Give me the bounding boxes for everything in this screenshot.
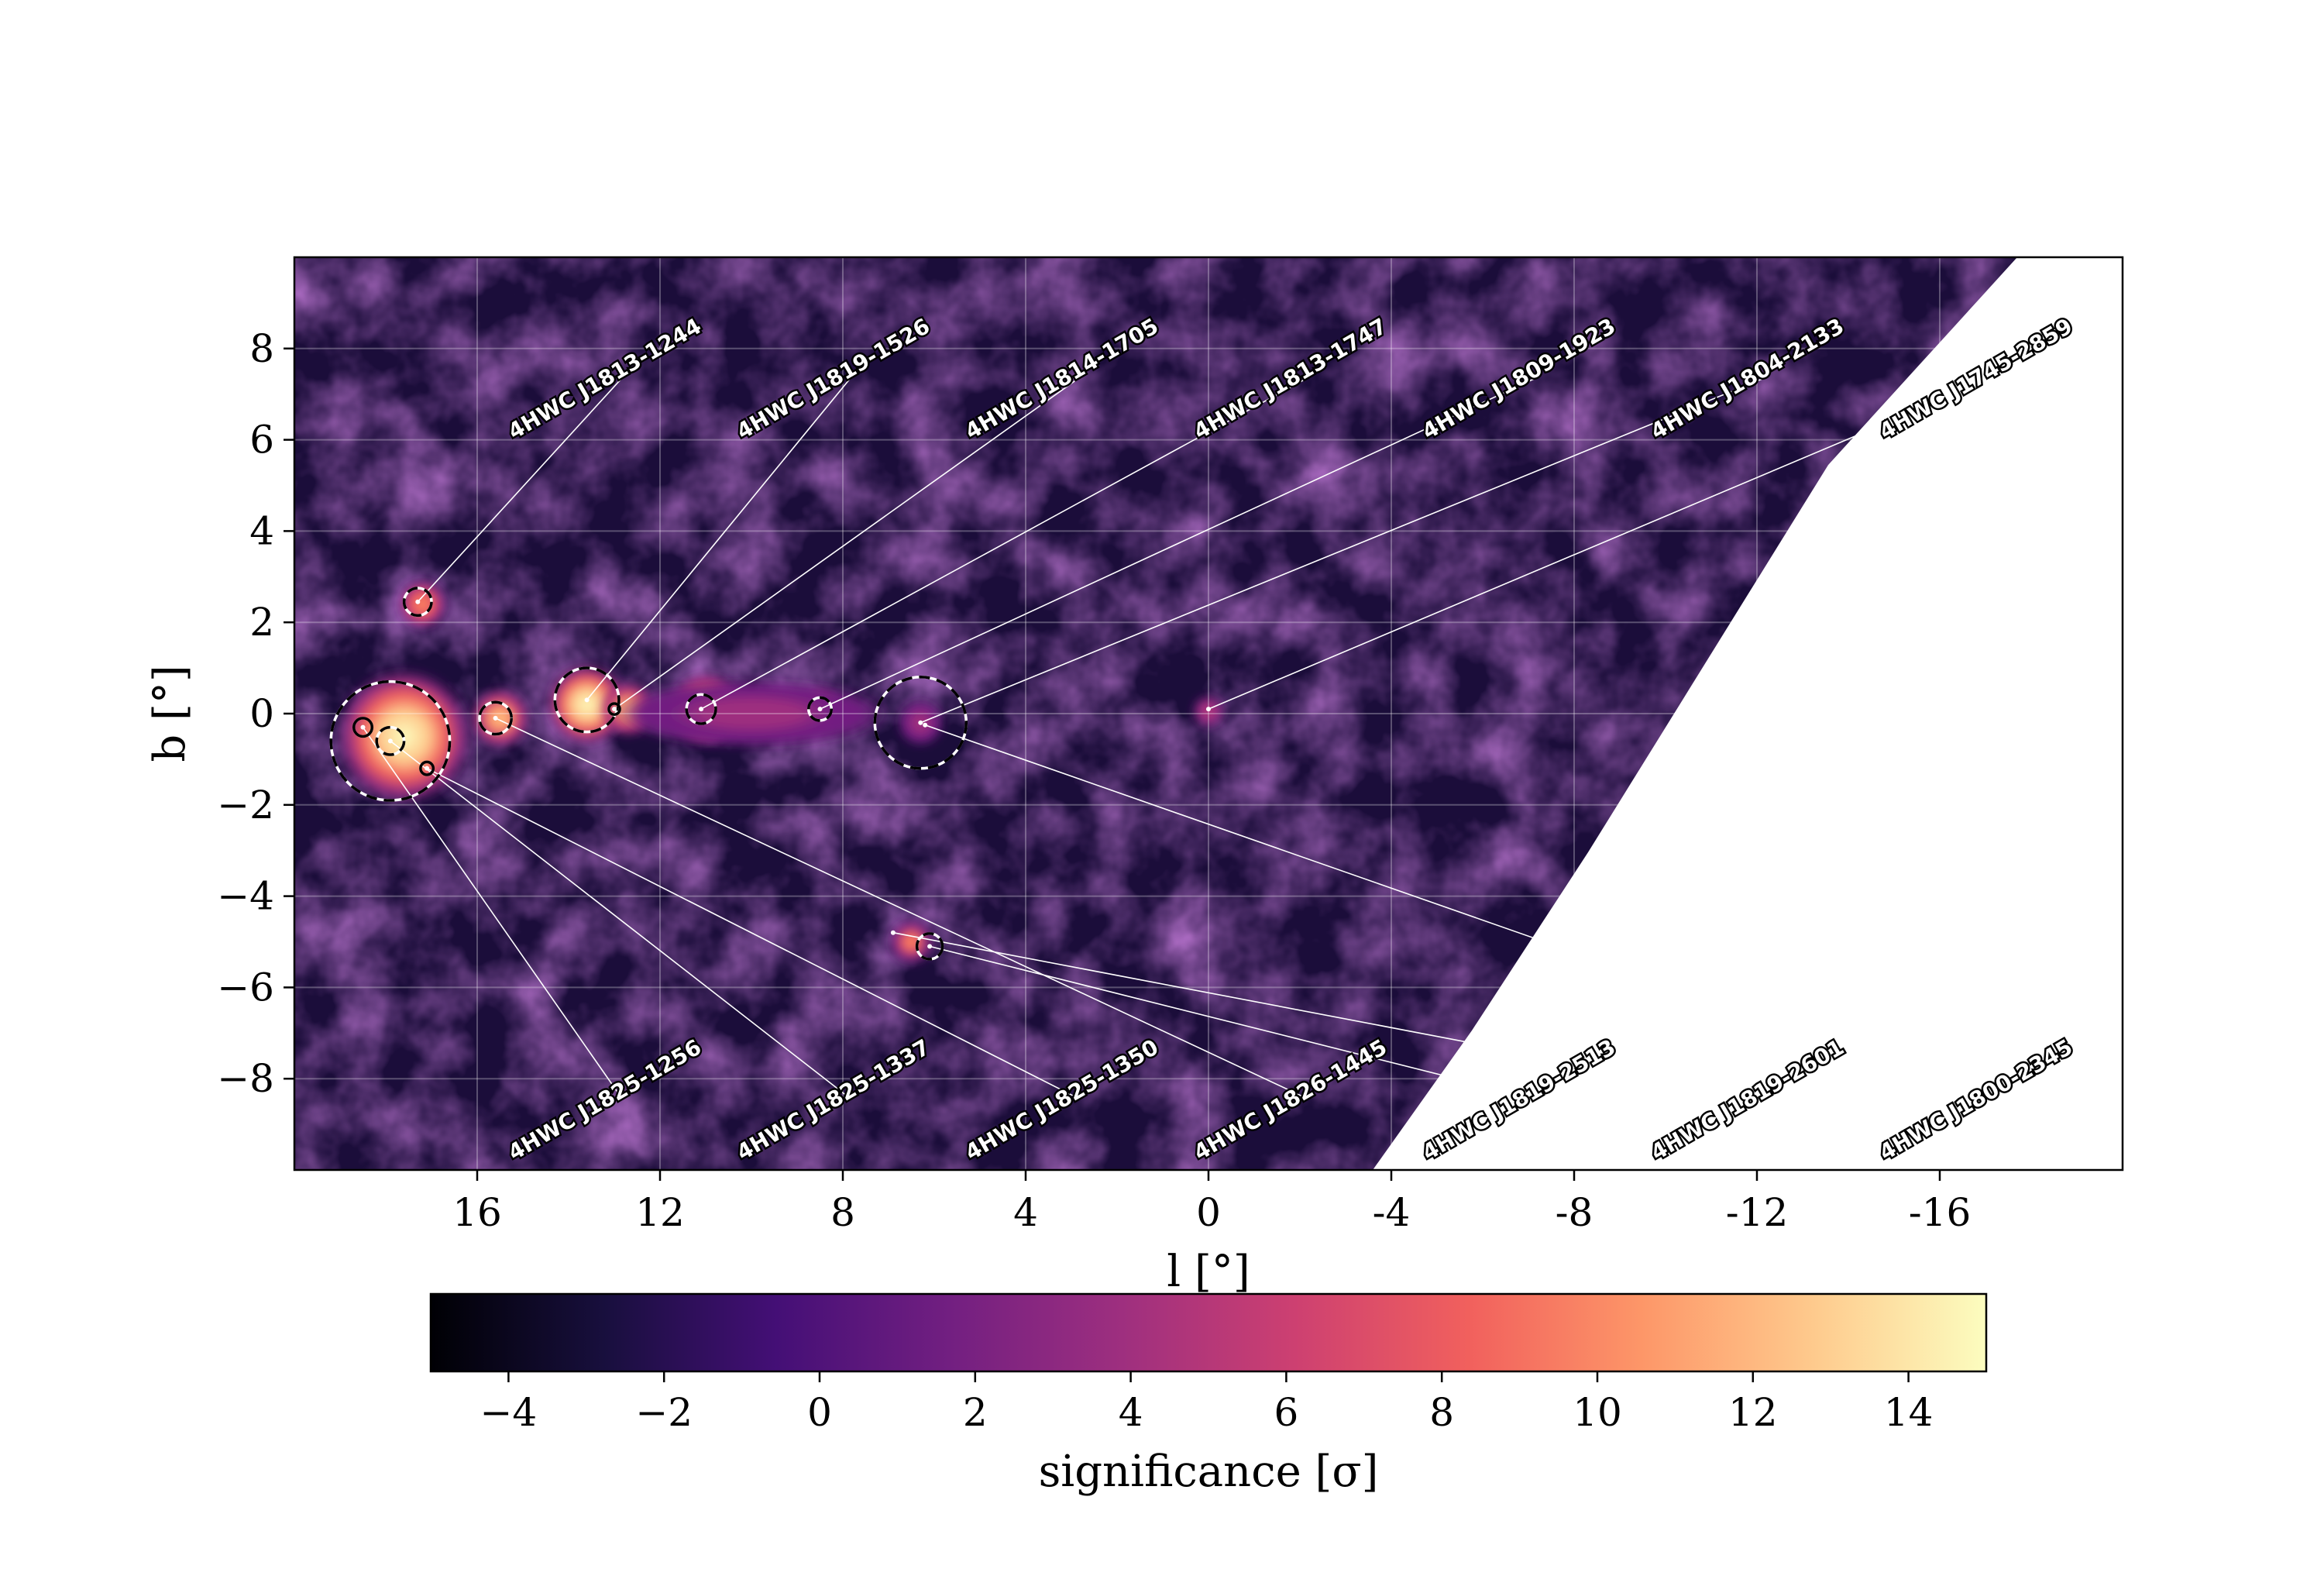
leader-line bbox=[586, 377, 851, 700]
leader-line bbox=[390, 740, 851, 1099]
source-marker bbox=[360, 724, 366, 730]
leader-line bbox=[820, 377, 1537, 710]
colorbar-label: significance [σ] bbox=[1039, 1447, 1379, 1497]
source-marker bbox=[425, 766, 430, 771]
colorbar-ticks: −4 −2 0 2 4 6 8 10 12 14 bbox=[480, 1371, 1934, 1435]
x-tick-label: -16 bbox=[1909, 1190, 1972, 1235]
leader-line bbox=[614, 377, 1080, 710]
source-marker bbox=[699, 707, 704, 712]
x-axis-label: l [°] bbox=[1167, 1247, 1250, 1297]
colorbar-tick-label: −4 bbox=[480, 1390, 538, 1435]
colorbar-tick-label: 10 bbox=[1573, 1390, 1622, 1435]
source-marker bbox=[387, 738, 393, 744]
source-marker bbox=[1206, 707, 1211, 712]
y-tick-label: 2 bbox=[249, 600, 274, 645]
source-marker bbox=[584, 697, 590, 703]
colorbar-tick-label: 4 bbox=[1119, 1390, 1143, 1435]
colorbar-tick-label: 2 bbox=[963, 1390, 988, 1435]
colorbar-tick-label: 12 bbox=[1728, 1390, 1778, 1435]
grid bbox=[294, 257, 2123, 1170]
leader-lines bbox=[362, 377, 1994, 1100]
leader-line bbox=[700, 377, 1308, 710]
emission-blob bbox=[470, 688, 530, 748]
x-tick-label: -4 bbox=[1373, 1190, 1411, 1235]
leader-line bbox=[426, 767, 1080, 1099]
x-tick-label: 12 bbox=[635, 1190, 685, 1235]
source-extent-circle bbox=[478, 700, 513, 736]
colorbar-tick-label: 6 bbox=[1274, 1390, 1298, 1435]
leader-line bbox=[892, 931, 1765, 1100]
source-marker bbox=[493, 715, 498, 721]
source-marker bbox=[923, 722, 928, 728]
colorbar-tick-label: 14 bbox=[1884, 1390, 1934, 1435]
source-extent-circle bbox=[607, 702, 621, 716]
colorbar: −4 −2 0 2 4 6 8 10 12 14 significance [σ] bbox=[429, 1292, 1988, 1497]
y-tick-label: 0 bbox=[249, 691, 274, 736]
source-extent-circle bbox=[329, 680, 452, 802]
source-extent-circle bbox=[352, 717, 374, 738]
leader-line bbox=[417, 377, 623, 603]
source-marker bbox=[927, 944, 933, 949]
x-axis: 16 12 8 4 0 -4 -8 -12 -16 bbox=[452, 1170, 1971, 1235]
plot-area: 4HWC J1813-1244 4HWC J1819-1526 4HWC J1814… bbox=[293, 256, 2124, 1172]
source-extent-circle bbox=[807, 696, 833, 722]
leader-line bbox=[920, 377, 1765, 724]
emission-blob bbox=[889, 919, 934, 965]
source-marker bbox=[817, 707, 823, 712]
x-tick-label: 4 bbox=[1013, 1190, 1038, 1235]
colorbar-tick-label: 0 bbox=[807, 1390, 832, 1435]
source-extent-circle bbox=[402, 587, 433, 618]
x-tick-label: -12 bbox=[1726, 1190, 1789, 1235]
source-marker bbox=[415, 599, 421, 604]
leader-line bbox=[362, 727, 623, 1099]
colorbar-tick-label: −2 bbox=[635, 1390, 693, 1435]
x-tick-label: 8 bbox=[830, 1190, 855, 1235]
y-tick-label: −2 bbox=[217, 783, 274, 828]
colorbar-gradient bbox=[429, 1292, 1988, 1373]
x-tick-label: 16 bbox=[452, 1190, 502, 1235]
y-tick-label: −6 bbox=[217, 965, 274, 1010]
source-label: 4HWC J1800-2345 bbox=[1875, 1034, 2077, 1166]
x-tick-label: 0 bbox=[1196, 1190, 1221, 1235]
source-circles bbox=[329, 587, 1211, 961]
colorbar-tick-label: 8 bbox=[1429, 1390, 1454, 1435]
source-extent-circle bbox=[873, 676, 968, 770]
x-tick-label: -8 bbox=[1556, 1190, 1593, 1235]
leader-line bbox=[924, 724, 1994, 1099]
leader-line bbox=[929, 945, 1537, 1099]
source-extent-circle bbox=[915, 932, 944, 961]
y-tick-label: 6 bbox=[249, 418, 274, 463]
source-marker bbox=[890, 930, 896, 935]
source-label: 4HWC J1819-2601 bbox=[1646, 1034, 1848, 1166]
y-axis-label: b [°] bbox=[145, 665, 195, 762]
source-extent-circle bbox=[553, 666, 621, 734]
y-tick-label: −4 bbox=[217, 874, 274, 919]
y-tick-label: −8 bbox=[217, 1056, 274, 1101]
y-axis: 8 6 4 2 0 −2 −4 −6 −8 bbox=[217, 326, 294, 1101]
y-tick-label: 4 bbox=[249, 508, 274, 553]
leader-line bbox=[1208, 377, 1994, 710]
y-tick-label: 8 bbox=[249, 326, 274, 371]
source-extent-circle bbox=[375, 725, 406, 756]
source-marker bbox=[918, 720, 923, 725]
source-extent-circle bbox=[685, 693, 717, 725]
source-extent-circle bbox=[419, 760, 435, 776]
source-marker bbox=[612, 707, 617, 712]
leader-line bbox=[495, 717, 1308, 1099]
